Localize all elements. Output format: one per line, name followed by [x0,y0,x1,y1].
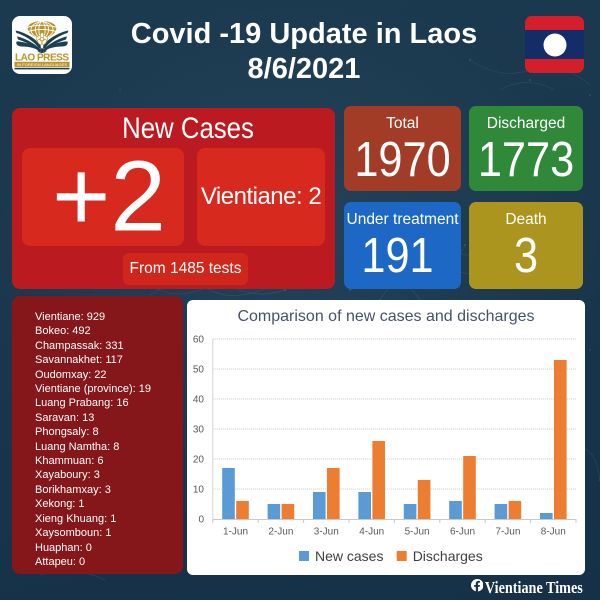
svg-text:Discharges: Discharges [413,548,483,564]
svg-text:0: 0 [198,515,204,526]
svg-text:LAO PRESS: LAO PRESS [15,53,69,64]
svg-text:Comparison of new cases and di: Comparison of new cases and discharges [237,308,534,325]
svg-text:8-Jun: 8-Jun [541,527,566,538]
svg-text:50: 50 [193,365,205,376]
svg-text:6-Jun: 6-Jun [450,527,475,538]
svg-text:3-Jun: 3-Jun [314,527,339,538]
svg-text:4-Jun: 4-Jun [359,527,384,538]
svg-text:30: 30 [193,425,205,436]
svg-text:IN FOREIGN LANGUAGES: IN FOREIGN LANGUAGES [17,62,67,67]
svg-text:5-Jun: 5-Jun [405,527,430,538]
svg-text:7-Jun: 7-Jun [495,527,520,538]
svg-text:60: 60 [193,335,205,346]
svg-text:New cases: New cases [315,548,383,564]
svg-text:1-Jun: 1-Jun [223,527,248,538]
svg-text:20: 20 [193,455,205,466]
svg-text:40: 40 [193,395,205,406]
svg-text:10: 10 [193,485,205,496]
svg-text:2-Jun: 2-Jun [268,527,293,538]
